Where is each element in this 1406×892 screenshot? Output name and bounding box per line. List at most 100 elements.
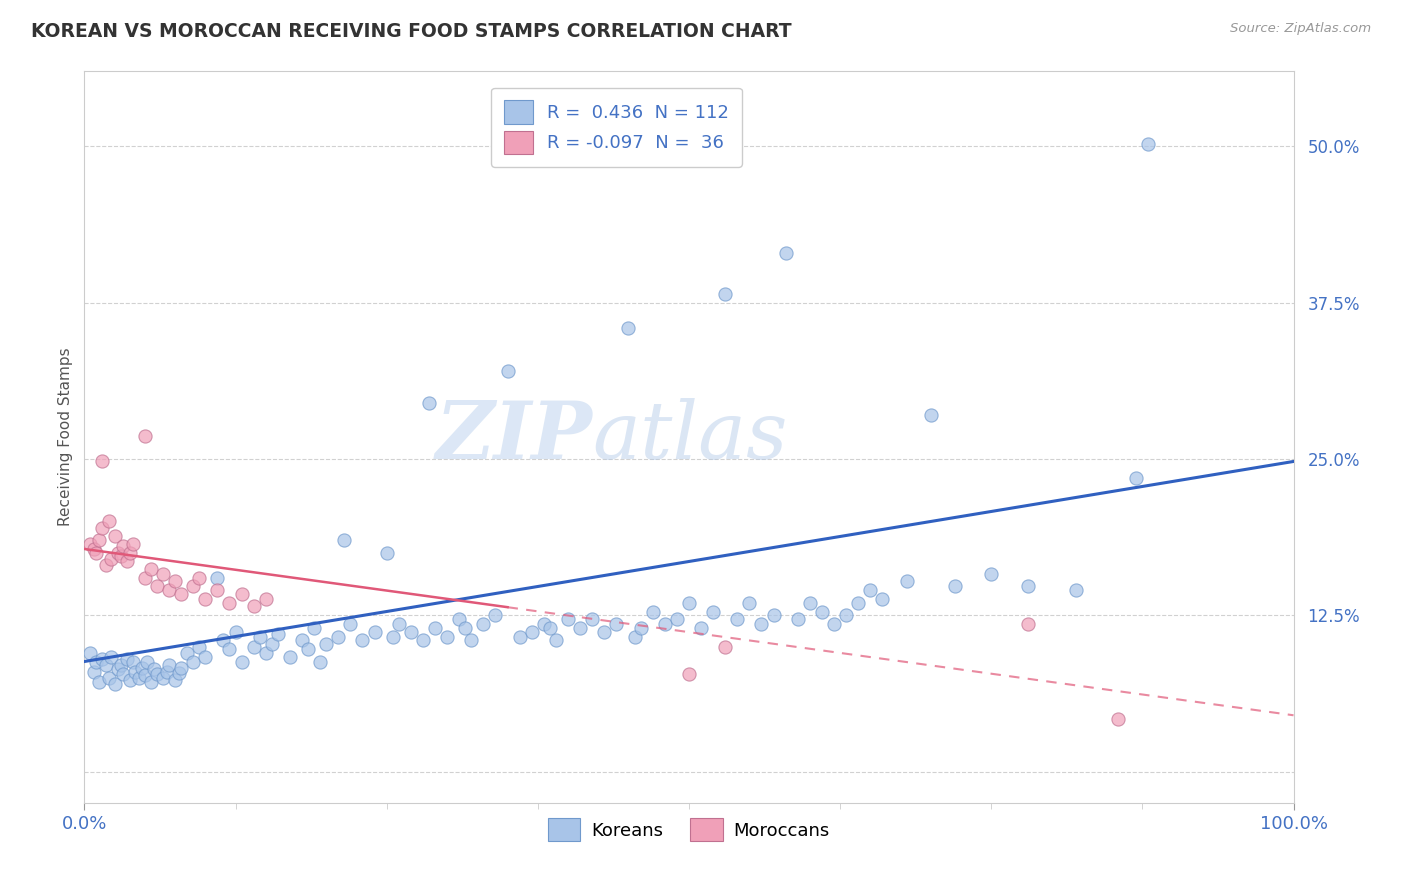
Point	[124, 665, 146, 679]
Point	[120, 673, 142, 688]
Point	[315, 637, 337, 651]
Point	[678, 596, 700, 610]
Point	[449, 612, 471, 626]
Point	[725, 612, 748, 626]
Point	[593, 624, 616, 639]
Point	[134, 571, 156, 585]
Point	[143, 662, 166, 676]
Point	[225, 624, 247, 639]
Point	[278, 649, 301, 664]
Point	[690, 621, 713, 635]
Text: Source: ZipAtlas.com: Source: ZipAtlas.com	[1230, 22, 1371, 36]
Point	[170, 661, 193, 675]
Point	[738, 596, 761, 610]
Point	[139, 674, 162, 689]
Point	[79, 646, 101, 660]
Point	[181, 655, 204, 669]
Point	[86, 546, 108, 560]
Point	[423, 621, 446, 635]
Point	[157, 658, 180, 673]
Point	[218, 596, 240, 610]
Point	[131, 661, 153, 675]
Point	[128, 671, 150, 685]
Point	[581, 612, 603, 626]
Point	[91, 652, 114, 666]
Point	[943, 580, 966, 594]
Point	[363, 624, 385, 639]
Point	[872, 592, 894, 607]
Point	[509, 630, 531, 644]
Point	[152, 566, 174, 581]
Point	[152, 671, 174, 685]
Point	[97, 671, 120, 685]
Point	[110, 549, 132, 564]
Point	[157, 583, 180, 598]
Point	[665, 612, 688, 626]
Point	[155, 665, 177, 679]
Point	[302, 621, 325, 635]
Point	[100, 552, 122, 566]
Point	[623, 630, 645, 644]
Point	[194, 649, 217, 664]
Point	[896, 574, 918, 589]
Point	[110, 658, 132, 673]
Point	[146, 580, 169, 594]
Point	[980, 566, 1002, 581]
Point	[630, 621, 652, 635]
Point	[678, 667, 700, 681]
Point	[94, 558, 117, 573]
Legend: Koreans, Moroccans: Koreans, Moroccans	[541, 811, 837, 848]
Point	[352, 633, 374, 648]
Point	[207, 583, 229, 598]
Point	[823, 617, 845, 632]
Point	[100, 649, 122, 664]
Point	[557, 612, 579, 626]
Point	[472, 617, 495, 632]
Point	[139, 562, 162, 576]
Point	[260, 637, 283, 651]
Point	[242, 640, 264, 654]
Point	[194, 592, 217, 607]
Point	[254, 646, 277, 660]
Point	[104, 529, 127, 543]
Point	[207, 571, 229, 585]
Point	[859, 583, 882, 598]
Point	[146, 667, 169, 681]
Point	[605, 617, 627, 632]
Point	[569, 621, 592, 635]
Point	[134, 429, 156, 443]
Point	[87, 533, 110, 548]
Point	[242, 599, 264, 614]
Point	[617, 320, 640, 334]
Point	[418, 395, 440, 409]
Point	[538, 621, 561, 635]
Point	[835, 608, 858, 623]
Point	[97, 515, 120, 529]
Point	[436, 630, 458, 644]
Point	[920, 408, 942, 422]
Point	[176, 646, 198, 660]
Point	[641, 605, 664, 619]
Point	[297, 642, 319, 657]
Point	[188, 640, 211, 654]
Y-axis label: Receiving Food Stamps: Receiving Food Stamps	[58, 348, 73, 526]
Point	[388, 617, 411, 632]
Point	[1125, 471, 1147, 485]
Text: atlas: atlas	[592, 399, 787, 475]
Point	[231, 587, 253, 601]
Point	[94, 658, 117, 673]
Point	[751, 617, 773, 632]
Point	[115, 554, 138, 568]
Point	[83, 665, 105, 679]
Text: KOREAN VS MOROCCAN RECEIVING FOOD STAMPS CORRELATION CHART: KOREAN VS MOROCCAN RECEIVING FOOD STAMPS…	[31, 22, 792, 41]
Text: ZIP: ZIP	[436, 399, 592, 475]
Point	[104, 677, 127, 691]
Point	[339, 617, 361, 632]
Point	[218, 642, 240, 657]
Point	[520, 624, 543, 639]
Point	[231, 655, 253, 669]
Point	[291, 633, 314, 648]
Point	[165, 574, 187, 589]
Point	[167, 665, 190, 680]
Point	[1107, 712, 1129, 726]
